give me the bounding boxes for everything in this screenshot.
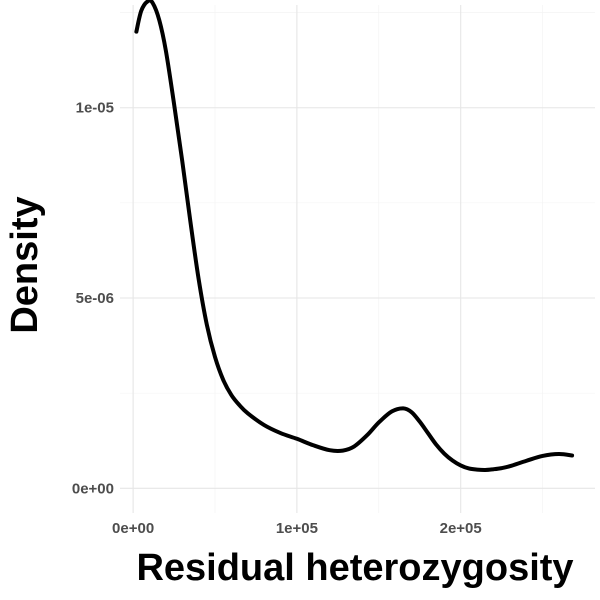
x-axis-title: Residual heterozygosity (136, 547, 573, 589)
y-axis-title: Density (4, 196, 46, 333)
series-layer (134, 0, 575, 473)
x-tick-label: 2e+05 (440, 520, 482, 537)
y-tick-label: 5e-06 (76, 290, 114, 307)
x-axis-tick-labels: 0e+00 1e+05 2e+05 (112, 520, 482, 537)
density-line (134, 0, 575, 473)
y-tick-label: 0e+00 (72, 480, 114, 497)
y-tick-label: 1e-05 (76, 100, 114, 117)
minor-gridlines (120, 5, 595, 513)
x-tick-label: 1e+05 (276, 520, 318, 537)
x-tick-label: 0e+00 (112, 520, 154, 537)
major-gridlines (120, 5, 595, 513)
y-axis-tick-labels: 0e+00 5e-06 1e-05 (72, 100, 114, 498)
